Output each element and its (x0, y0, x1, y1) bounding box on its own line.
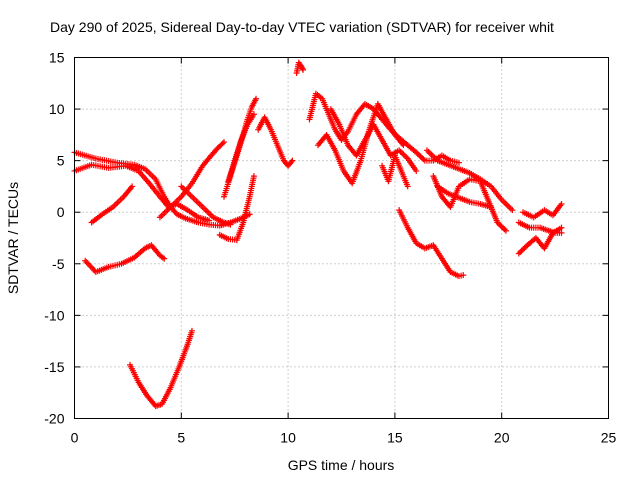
series-trace-16 (379, 152, 411, 190)
x-axis: 0 5 10 15 20 25 (71, 57, 617, 446)
series-trace-17 (396, 207, 467, 280)
trace-markers (294, 61, 306, 74)
series-trace-12 (293, 59, 307, 76)
y-tick-label: -15 (44, 359, 64, 375)
trace-markers (256, 116, 295, 168)
series-trace-3 (88, 183, 136, 226)
x-axis-label: GPS time / hours (288, 457, 395, 473)
x-tick-label: 20 (494, 430, 510, 446)
y-tick-label: 5 (57, 153, 65, 169)
y-tick-label: 15 (49, 50, 65, 66)
series-trace-5 (127, 327, 195, 410)
trace-markers (328, 107, 419, 173)
y-tick-label: 10 (49, 101, 65, 117)
y-axis-label: SDTVAR / TECUs (5, 182, 21, 294)
y-tick-label: -10 (44, 307, 64, 323)
trace-markers (83, 242, 166, 275)
trace-markers (521, 202, 564, 220)
x-tick-label: 25 (601, 430, 617, 446)
trace-markers (127, 329, 195, 409)
chart-title: Day 290 of 2025, Sidereal Day-to-day VTE… (50, 19, 554, 35)
series-trace-7 (178, 183, 234, 228)
y-tick-label: -5 (52, 256, 65, 272)
trace-markers (179, 184, 232, 228)
data-series (71, 59, 565, 410)
x-tick-label: 5 (177, 430, 185, 446)
series-trace-22 (515, 219, 565, 236)
trace-markers (397, 209, 465, 279)
trace-markers (379, 154, 410, 188)
series-trace-10 (225, 111, 257, 185)
series-trace-13 (306, 90, 462, 166)
trace-markers (425, 148, 514, 212)
trace-markers (225, 112, 256, 183)
trace-markers (73, 162, 211, 223)
x-tick-label: 0 (71, 430, 79, 446)
series-trace-15 (327, 106, 420, 174)
series-trace-20 (434, 183, 495, 211)
series-trace-11 (255, 114, 296, 169)
trace-markers (218, 175, 257, 243)
x-tick-label: 15 (387, 430, 403, 446)
y-tick-label: -20 (44, 411, 64, 427)
trace-markers (517, 220, 563, 236)
trace-markers (90, 184, 134, 225)
y-tick-label: 0 (57, 204, 65, 220)
x-tick-label: 10 (280, 430, 296, 446)
series-trace-8 (216, 173, 257, 244)
plot-frame (74, 57, 609, 419)
series-trace-4 (82, 242, 168, 276)
y-axis: -20 -15 -10 -5 0 5 10 15 (44, 50, 609, 427)
series-trace-23 (520, 200, 565, 221)
trace-markers (436, 184, 493, 210)
